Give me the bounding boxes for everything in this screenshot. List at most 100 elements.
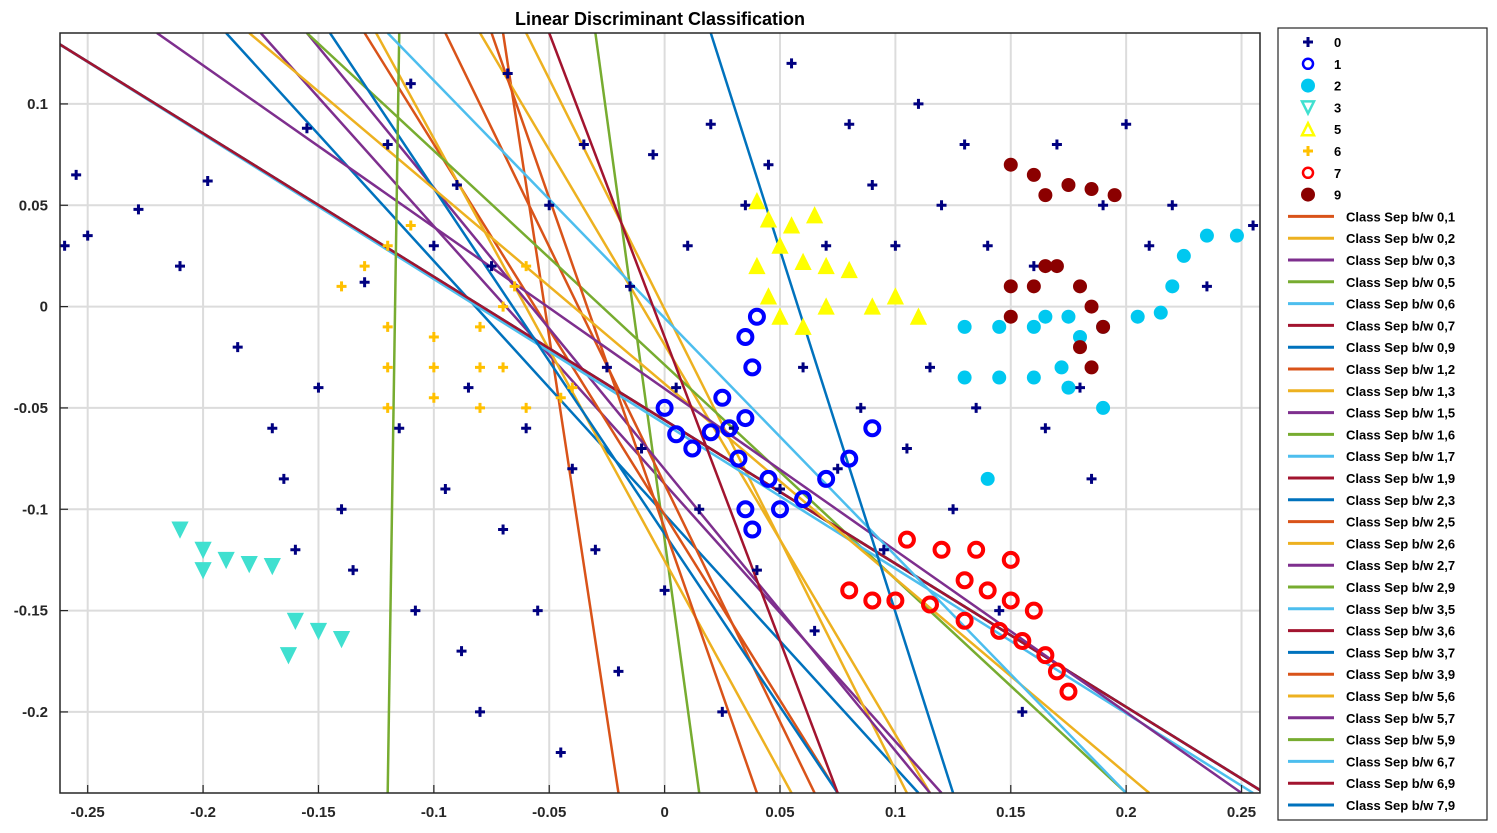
point-class-0 <box>290 544 301 555</box>
point-class-0 <box>636 443 647 454</box>
legend-marker-7 <box>1301 166 1315 180</box>
point-class-9 <box>1073 279 1087 294</box>
point-class-0 <box>867 180 878 190</box>
point-class-0 <box>1167 200 1178 211</box>
point-class-0 <box>502 68 513 79</box>
point-class-1 <box>683 439 702 458</box>
boundary-line-class-sep-b-w-5-9 <box>386 33 401 793</box>
point-class-5 <box>805 206 824 224</box>
point-class-9 <box>1026 167 1041 182</box>
x-tick-label: -0.25 <box>71 804 105 821</box>
legend-label-class-sep-b-w-1-3: Class Sep b/w 1,3 <box>1346 384 1455 399</box>
point-class-9 <box>1084 182 1099 197</box>
series-9 <box>1003 157 1122 375</box>
point-class-9 <box>1003 279 1018 294</box>
point-class-1 <box>736 500 755 519</box>
point-class-1 <box>655 398 674 417</box>
point-class-6 <box>567 382 578 393</box>
boundary-line-class-sep-b-w-6-9 <box>548 33 839 793</box>
boundary-line-class-sep-b-w-0-2 <box>478 33 932 793</box>
point-class-9 <box>1073 340 1087 355</box>
point-class-5 <box>817 297 835 315</box>
point-class-0 <box>913 98 924 109</box>
y-tick-label: 0.1 <box>27 96 48 113</box>
boundary-line-class-sep-b-w-0-1 <box>501 33 620 793</box>
legend-label-class-sep-b-w-1-5: Class Sep b/w 1,5 <box>1346 406 1455 421</box>
point-class-6 <box>428 392 439 403</box>
point-class-0 <box>775 484 785 494</box>
legend-label-class-sep-b-w-5-7: Class Sep b/w 5,7 <box>1346 711 1455 726</box>
legend-label-5: 5 <box>1334 122 1341 137</box>
point-class-3 <box>217 551 235 570</box>
point-class-7 <box>990 621 1009 640</box>
point-class-0 <box>948 504 959 515</box>
point-class-1 <box>736 409 755 428</box>
legend-label-class-sep-b-w-2-7: Class Sep b/w 2,7 <box>1346 558 1455 573</box>
legend-label-class-sep-b-w-3-5: Class Sep b/w 3,5 <box>1346 602 1455 617</box>
point-class-2 <box>1073 330 1087 344</box>
point-class-7 <box>1047 662 1066 681</box>
point-class-5 <box>748 191 766 210</box>
legend-label-class-sep-b-w-0-6: Class Sep b/w 0,6 <box>1346 297 1455 312</box>
point-class-0 <box>498 524 509 535</box>
point-class-2 <box>1054 360 1069 375</box>
point-class-9 <box>1084 360 1099 375</box>
point-class-0 <box>798 362 809 373</box>
point-class-0 <box>475 706 485 717</box>
point-class-0 <box>82 230 93 241</box>
legend-label-3: 3 <box>1334 100 1341 115</box>
x-tick-label: 0.05 <box>765 804 794 821</box>
y-tick-label: 0 <box>40 299 48 316</box>
point-class-6 <box>382 321 393 332</box>
legend-label-class-sep-b-w-5-9: Class Sep b/w 5,9 <box>1346 733 1455 748</box>
y-tick-label: 0.05 <box>19 197 48 214</box>
point-class-0 <box>959 139 970 150</box>
y-tick-label: -0.15 <box>14 603 48 620</box>
legend-label-6: 6 <box>1334 144 1341 159</box>
legend-label-class-sep-b-w-1-2: Class Sep b/w 1,2 <box>1346 362 1455 377</box>
point-class-9 <box>1084 299 1099 314</box>
point-class-3 <box>279 647 298 665</box>
point-class-9 <box>1061 178 1076 192</box>
boundary-line-class-sep-b-w-6-7 <box>386 33 1128 793</box>
point-class-0 <box>936 200 947 211</box>
point-class-0 <box>456 646 467 657</box>
point-class-2 <box>1153 305 1168 320</box>
point-class-1 <box>840 449 859 468</box>
legend-label-class-sep-b-w-2-5: Class Sep b/w 2,5 <box>1346 515 1455 530</box>
point-class-0 <box>648 149 659 160</box>
legend-marker-1 <box>1301 57 1315 71</box>
point-class-0 <box>60 240 70 251</box>
point-class-0 <box>382 139 393 150</box>
point-class-1 <box>817 469 836 488</box>
point-class-9 <box>1038 259 1053 274</box>
point-class-0 <box>682 240 693 251</box>
point-class-0 <box>1051 139 1062 150</box>
point-class-0 <box>659 585 670 596</box>
series-6 <box>336 220 578 413</box>
point-class-2 <box>1130 309 1145 324</box>
point-class-5 <box>840 260 858 279</box>
point-class-0 <box>133 204 144 215</box>
point-class-0 <box>740 200 751 211</box>
point-class-6 <box>428 362 439 373</box>
point-class-0 <box>809 625 820 636</box>
point-class-6 <box>498 362 509 373</box>
point-class-1 <box>771 500 789 519</box>
point-class-0 <box>1017 706 1028 717</box>
point-class-1 <box>713 388 732 407</box>
point-class-0 <box>336 504 347 515</box>
point-class-7 <box>932 540 951 559</box>
point-class-6 <box>382 362 393 373</box>
point-class-6 <box>521 261 532 272</box>
point-class-0 <box>601 362 612 373</box>
point-class-0 <box>544 200 555 211</box>
point-class-2 <box>957 370 972 385</box>
point-class-5 <box>863 297 881 315</box>
boundary-line-class-sep-b-w-2-7 <box>305 33 931 793</box>
x-tick-label: 0.1 <box>885 804 906 821</box>
point-class-5 <box>909 307 928 325</box>
point-class-2 <box>1229 228 1244 243</box>
legend-label-class-sep-b-w-0-5: Class Sep b/w 0,5 <box>1346 275 1455 290</box>
point-class-2 <box>1026 319 1041 334</box>
